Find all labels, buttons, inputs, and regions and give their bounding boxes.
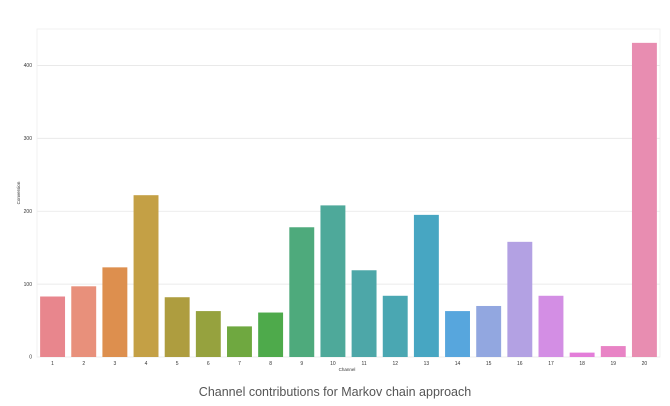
y-tick-labels: 0 100 200 300 400 xyxy=(24,63,33,361)
bar-channel-9 xyxy=(289,227,315,357)
bar-channel-11 xyxy=(351,270,377,357)
bar-channel-7 xyxy=(227,326,252,357)
bar-channel-19 xyxy=(600,346,626,357)
bar-channel-8 xyxy=(258,312,284,357)
bar-channel-15 xyxy=(476,305,502,357)
bars xyxy=(40,42,657,358)
y-tick-label: 300 xyxy=(24,136,33,142)
plot-frame xyxy=(36,28,661,358)
chart-caption: Channel contributions for Markov chain a… xyxy=(198,385,472,399)
bar-channel-14 xyxy=(445,311,470,357)
x-tick-label: 20 xyxy=(642,361,648,367)
x-tick-label: 13 xyxy=(424,361,430,367)
x-tick-label: 10 xyxy=(330,361,336,367)
bar-channel-10 xyxy=(320,205,346,357)
x-tick-label: 16 xyxy=(517,361,523,367)
x-tick-label: 17 xyxy=(548,361,554,367)
bar-channel-20 xyxy=(631,42,657,358)
bar-channel-16 xyxy=(507,241,533,357)
x-tick-label: 11 xyxy=(361,361,366,367)
bar-channel-5 xyxy=(164,297,190,357)
x-tick-label: 12 xyxy=(392,361,398,367)
x-tick-label: 3 xyxy=(113,361,116,367)
x-tick-label: 4 xyxy=(145,361,148,367)
bar-channel-17 xyxy=(538,295,564,357)
bar-channel-13 xyxy=(413,214,439,357)
bar-channel-12 xyxy=(382,295,408,357)
bar-channel-4 xyxy=(133,195,159,357)
x-tick-labels: 1 2 3 4 5 6 7 8 9 10 11 12 13 14 15 16 17 18 19 20 xyxy=(51,361,647,367)
x-tick-label: 7 xyxy=(238,361,241,367)
bar-channel-18 xyxy=(569,352,595,357)
x-tick-label: 9 xyxy=(300,361,303,367)
x-tick-label: 19 xyxy=(610,361,616,367)
x-tick-label: 2 xyxy=(82,361,85,367)
x-tick-label: 5 xyxy=(176,361,179,367)
x-tick-label: 18 xyxy=(579,361,585,367)
x-tick-label: 6 xyxy=(207,361,210,367)
y-tick-label: 400 xyxy=(24,63,33,69)
y-axis-label: Conversion xyxy=(16,181,21,204)
x-axis-label: Channel xyxy=(339,367,356,372)
x-tick-label: 1 xyxy=(51,361,54,367)
y-tick-label: 0 xyxy=(29,355,32,361)
x-tick-label: 15 xyxy=(486,361,492,367)
bar-channel-6 xyxy=(195,311,221,357)
y-tick-label: 200 xyxy=(24,209,33,215)
x-tick-label: 14 xyxy=(455,361,461,367)
grid-lines xyxy=(36,28,661,358)
y-tick-label: 100 xyxy=(24,282,33,288)
bar-channel-3 xyxy=(102,267,128,357)
bar-channel-2 xyxy=(71,286,97,357)
bar-channel-1 xyxy=(40,296,66,357)
x-tick-label: 8 xyxy=(269,361,272,367)
